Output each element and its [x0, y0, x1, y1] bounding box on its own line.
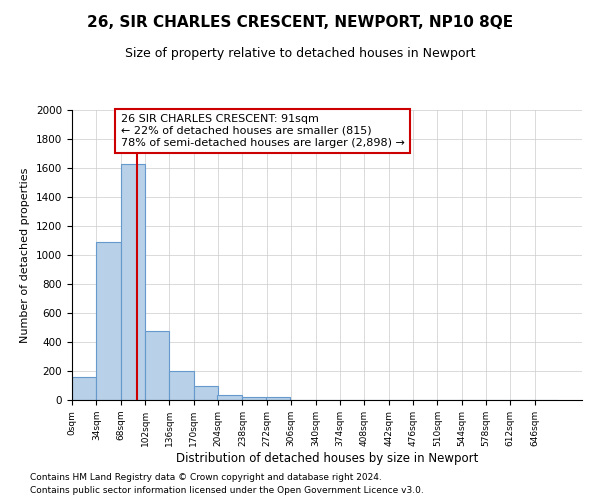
- Text: Contains public sector information licensed under the Open Government Licence v3: Contains public sector information licen…: [30, 486, 424, 495]
- Bar: [72, 377, 97, 400]
- Y-axis label: Number of detached properties: Number of detached properties: [20, 168, 31, 342]
- X-axis label: Distribution of detached houses by size in Newport: Distribution of detached houses by size …: [176, 452, 478, 464]
- Bar: [121, 164, 145, 400]
- Bar: [266, 397, 290, 400]
- Bar: [194, 386, 218, 400]
- Text: Size of property relative to detached houses in Newport: Size of property relative to detached ho…: [125, 48, 475, 60]
- Bar: [217, 395, 242, 400]
- Text: Contains HM Land Registry data © Crown copyright and database right 2024.: Contains HM Land Registry data © Crown c…: [30, 474, 382, 482]
- Bar: [242, 397, 266, 400]
- Bar: [145, 331, 169, 400]
- Text: 26, SIR CHARLES CRESCENT, NEWPORT, NP10 8QE: 26, SIR CHARLES CRESCENT, NEWPORT, NP10 …: [87, 15, 513, 30]
- Bar: [169, 371, 194, 400]
- Text: 26 SIR CHARLES CRESCENT: 91sqm
← 22% of detached houses are smaller (815)
78% of: 26 SIR CHARLES CRESCENT: 91sqm ← 22% of …: [121, 114, 404, 148]
- Bar: [97, 242, 121, 400]
